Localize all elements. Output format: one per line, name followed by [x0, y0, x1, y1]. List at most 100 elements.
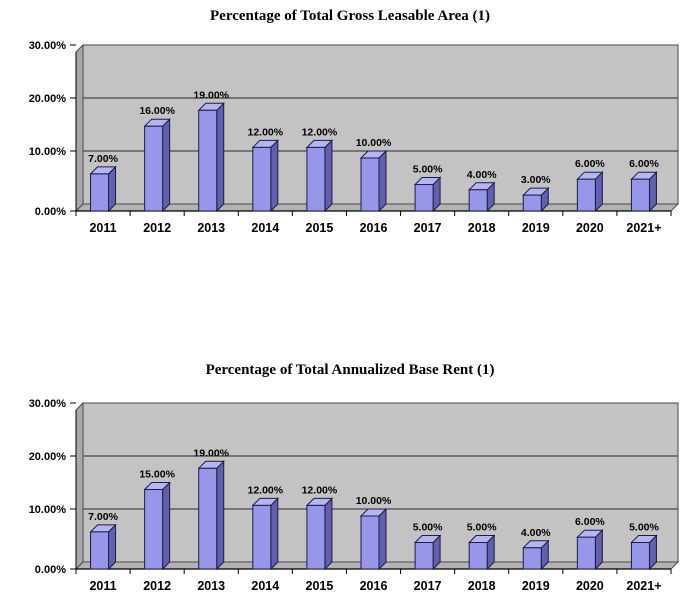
data-label-2011: 7.00%	[88, 153, 118, 165]
bar-2018	[467, 181, 496, 213]
bar-2019	[522, 186, 550, 213]
bar-side-face	[378, 507, 387, 571]
x-axis-label-2018: 2018	[468, 579, 496, 593]
bar-2012	[143, 481, 171, 571]
annualized-base-rent-chart: Percentage of Total Annualized Base Rent…	[0, 352, 700, 604]
bar-2018	[467, 534, 496, 571]
bar-2015	[305, 139, 334, 213]
bar-2014	[251, 139, 280, 213]
bar-front-face	[576, 536, 596, 570]
x-axis-label-2016: 2016	[360, 579, 388, 593]
x-axis-label-2018: 2018	[468, 221, 496, 235]
bar-front-face	[90, 531, 110, 570]
data-label-2012: 16.00%	[139, 105, 175, 117]
bar-front-face	[252, 146, 272, 212]
bar-2017	[413, 176, 442, 213]
data-label-2013: 19.00%	[193, 447, 229, 459]
x-axis-label-2019: 2019	[522, 579, 550, 593]
data-label-2019: 4.00%	[521, 527, 551, 539]
bar-2012	[143, 117, 171, 213]
bar-2013	[197, 460, 225, 571]
y-axis-label-30: 30.00%	[29, 398, 67, 410]
bar-2017	[413, 534, 442, 571]
bar-front-face	[414, 184, 434, 212]
bar-front-face	[360, 515, 380, 570]
x-axis-label-2017: 2017	[414, 221, 442, 235]
data-label-2011: 7.00%	[88, 511, 118, 523]
x-axis-label-2013: 2013	[197, 579, 225, 593]
plot-side-wall	[75, 43, 84, 213]
plot-side-wall	[75, 401, 84, 571]
data-label-2013: 19.00%	[193, 89, 229, 101]
x-axis-label-2019: 2019	[522, 221, 550, 235]
bar-front-face	[306, 146, 326, 212]
x-axis-label-2015: 2015	[306, 579, 334, 593]
x-axis-label-2014: 2014	[251, 221, 279, 235]
bar-side-face	[378, 149, 387, 213]
data-label-2020: 6.00%	[575, 516, 605, 528]
bar-2019	[522, 539, 550, 571]
bar-side-face	[270, 497, 279, 571]
x-axis-label-2012: 2012	[143, 221, 171, 235]
bar-side-face	[324, 139, 333, 213]
bar-side-face	[162, 117, 171, 213]
data-label-2018: 4.00%	[467, 169, 497, 181]
gross-leasable-area-chart-plot: 0.00% 10.00% 20.00% 30.00% 7.00% 2011 16.00% 20…	[29, 40, 680, 235]
bar-2021+	[630, 534, 658, 571]
bar-front-face	[576, 178, 596, 212]
x-axis-label-2021+: 2021+	[626, 221, 661, 235]
bar-side-face	[216, 460, 225, 571]
y-axis-label-10: 10.00%	[29, 504, 67, 516]
annualized-base-rent-chart-plot: 0.00% 10.00% 20.00% 30.00% 7.00% 2011 15.00% 20…	[29, 398, 680, 593]
data-label-2014: 12.00%	[248, 484, 284, 496]
annualized-base-rent-chart-title: Percentage of Total Annualized Base Rent…	[205, 362, 495, 378]
x-axis-label-2011: 2011	[89, 579, 116, 593]
data-label-2014: 12.00%	[248, 126, 284, 138]
data-label-2012: 15.00%	[139, 469, 175, 481]
bar-front-face	[630, 178, 650, 212]
bar-front-face	[306, 504, 326, 570]
x-axis-label-2013: 2013	[197, 221, 225, 235]
bar-2011	[89, 523, 117, 571]
data-label-2021+: 6.00%	[629, 158, 659, 170]
data-label-2015: 12.00%	[302, 126, 338, 138]
data-label-2016: 10.00%	[356, 137, 392, 149]
x-axis-label-2020: 2020	[576, 221, 604, 235]
bar-front-face	[468, 189, 488, 212]
bar-2016	[359, 507, 388, 571]
bar-front-face	[198, 467, 218, 570]
bar-front-face	[630, 542, 650, 570]
x-axis-label-2012: 2012	[143, 579, 171, 593]
bar-2015	[305, 497, 334, 571]
bar-front-face	[522, 194, 542, 212]
bar-front-face	[144, 125, 164, 212]
bar-2021+	[630, 170, 658, 213]
bar-front-face	[522, 547, 542, 570]
bar-front-face	[360, 157, 380, 212]
bar-2020	[576, 528, 604, 571]
bar-2011	[89, 165, 117, 213]
bar-side-face	[324, 497, 333, 571]
data-label-2017: 5.00%	[413, 522, 443, 534]
bar-2020	[576, 170, 604, 213]
bar-2014	[251, 497, 280, 571]
x-axis-label-2014: 2014	[251, 579, 279, 593]
bar-front-face	[90, 173, 110, 212]
bar-front-face	[144, 489, 164, 570]
x-axis-label-2011: 2011	[89, 221, 116, 235]
data-label-2019: 3.00%	[521, 174, 551, 186]
x-axis-label-2021+: 2021+	[626, 579, 661, 593]
bar-front-face	[252, 504, 272, 570]
y-axis-label-30: 30.00%	[29, 40, 67, 52]
x-axis-label-2015: 2015	[306, 221, 334, 235]
bar-2016	[359, 149, 388, 213]
gross-leasable-area-chart: Percentage of Total Gross Leasable Area …	[0, 0, 700, 252]
data-label-2017: 5.00%	[413, 164, 443, 176]
bar-front-face	[468, 542, 488, 570]
data-label-2016: 10.00%	[356, 495, 392, 507]
bar-front-face	[414, 542, 434, 570]
y-axis-label-20: 20.00%	[29, 93, 67, 105]
data-label-2018: 5.00%	[467, 522, 497, 534]
bar-side-face	[270, 139, 279, 213]
